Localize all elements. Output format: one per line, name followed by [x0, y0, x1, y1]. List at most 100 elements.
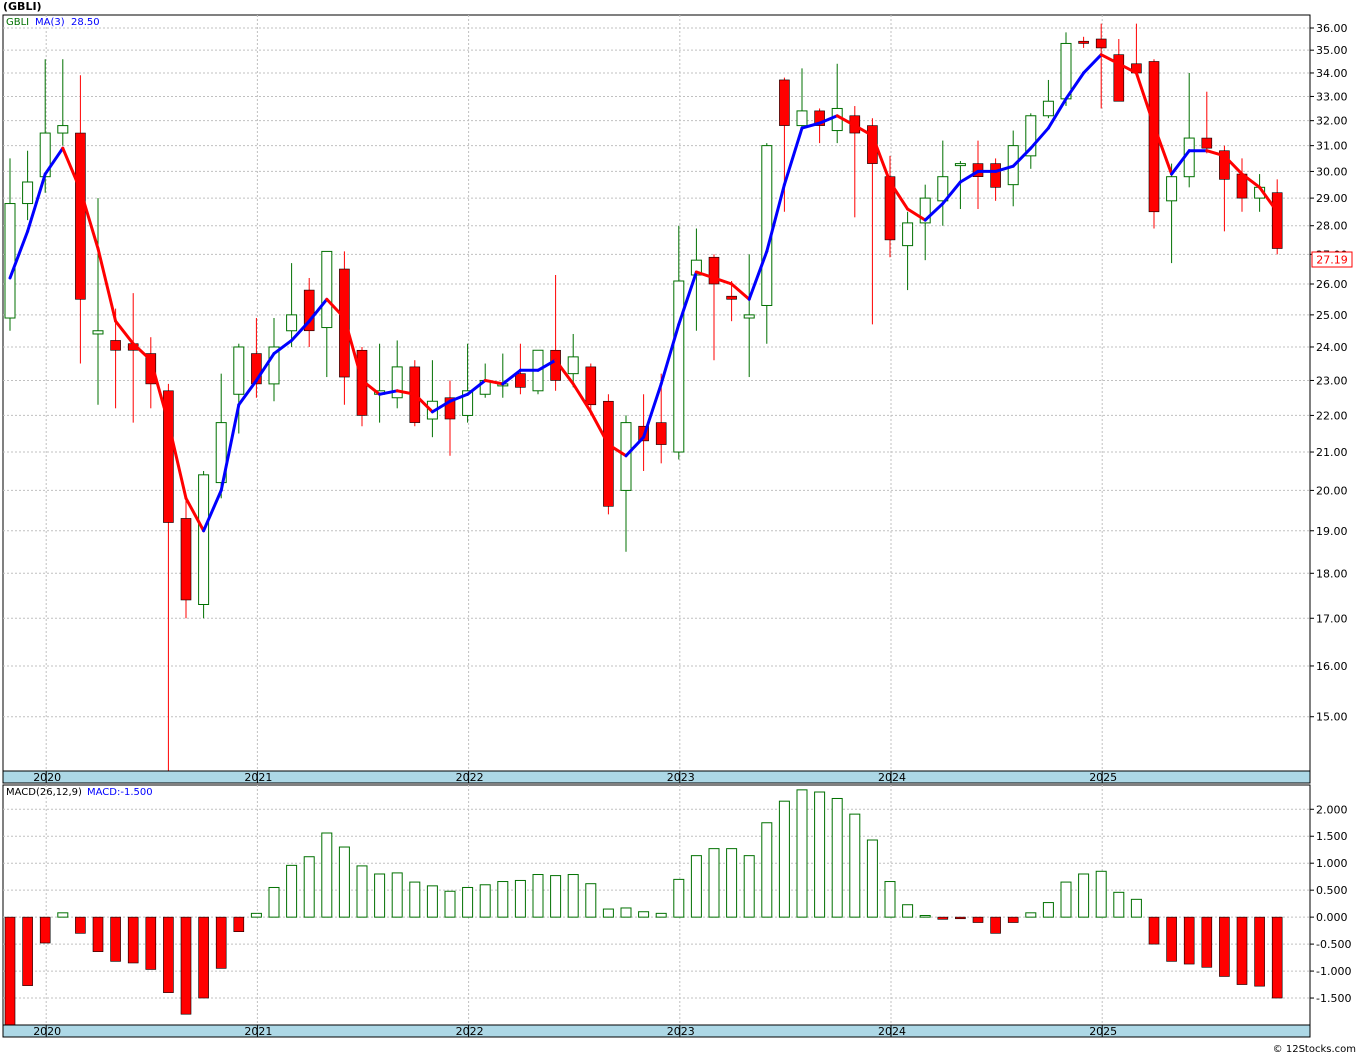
- macd-bar-positive: [1130, 898, 1142, 918]
- candle-body-up: [919, 197, 931, 224]
- macd-bar-negative: [1166, 916, 1177, 962]
- ticker-label: (GBLI): [3, 0, 42, 13]
- price-y-tick-label: 28.00: [1316, 220, 1348, 233]
- macd-bar-negative: [39, 916, 51, 944]
- ma-segment: [835, 114, 857, 128]
- macd-bar-positive: [338, 846, 350, 918]
- price-y-tick-label: 20.00: [1316, 484, 1348, 497]
- macd-bar-positive: [849, 813, 861, 918]
- price-x-tick-label: 2023: [667, 771, 695, 784]
- macd-panel-frame: [2, 784, 1311, 1026]
- candle-body-down: [1219, 150, 1230, 180]
- macd-bar-negative: [1007, 916, 1019, 923]
- ma-segment: [290, 319, 311, 342]
- ma-segment: [589, 410, 610, 447]
- ma-segment: [1117, 62, 1138, 75]
- candle-body-up: [215, 422, 227, 484]
- macd-bar-positive: [1078, 873, 1090, 918]
- ma-segment: [360, 378, 382, 396]
- price-y-tick-label: 18.00: [1316, 567, 1348, 580]
- candle-body-down: [708, 256, 720, 285]
- macd-bar-negative: [937, 916, 949, 920]
- macd-bar-positive: [778, 800, 790, 918]
- candle-body-up: [92, 330, 104, 335]
- candle-body-up: [22, 181, 34, 205]
- macd-legend-label: MACD(26,12,9): [6, 787, 82, 798]
- macd-bar-positive: [919, 915, 931, 918]
- candle-body-up: [954, 163, 966, 167]
- macd-bar-positive: [1060, 881, 1072, 918]
- macd-bar-positive: [409, 881, 421, 918]
- ma-segment: [483, 378, 505, 386]
- macd-bar-positive: [321, 832, 333, 918]
- candle-body-up: [321, 250, 333, 329]
- ma-segment: [536, 358, 558, 372]
- macd-panel: -1.500 -1.000 -0.500 0.000 0.500 1.000 1.500 2.…: [2, 784, 1351, 1038]
- candle-body-up: [1060, 42, 1072, 100]
- macd-bar-negative: [972, 916, 984, 923]
- candle-body-up: [4, 203, 16, 319]
- macd-bar-positive: [391, 872, 403, 918]
- macd-x-tick-label: 2023: [667, 1025, 695, 1038]
- ma-segment: [712, 276, 734, 286]
- macd-bar-negative: [1148, 916, 1160, 945]
- ma-segment: [642, 382, 663, 439]
- ma-segment: [149, 358, 170, 425]
- price-y-tick-label: 26.00: [1316, 278, 1348, 291]
- ma-segment: [430, 399, 452, 414]
- ma-segment: [1205, 149, 1226, 158]
- ma-segment: [26, 172, 47, 233]
- macd-bar-positive: [426, 885, 438, 918]
- macd-bar-negative: [75, 916, 86, 934]
- macd-bar-positive: [444, 890, 456, 918]
- macd-bar-positive: [902, 904, 914, 918]
- macd-bar-negative: [1236, 916, 1248, 985]
- ma-segment: [888, 180, 910, 211]
- ma-segment: [1222, 154, 1244, 176]
- macd-bar-positive: [514, 879, 526, 918]
- macd-bar-positive: [831, 797, 843, 918]
- candle-body-up: [391, 366, 403, 399]
- candle-body-down: [814, 110, 825, 126]
- macd-bar-negative: [145, 916, 157, 970]
- ma-segment: [378, 389, 399, 396]
- candle-body-down: [163, 390, 174, 523]
- ma-segment: [61, 146, 82, 192]
- macd-bar-negative: [110, 916, 121, 962]
- price-y-tick-label: 35.00: [1316, 44, 1348, 57]
- macd-bar-negative: [990, 916, 1001, 934]
- macd-bar-positive: [532, 874, 544, 918]
- macd-x-tick-label: 2025: [1089, 1025, 1117, 1038]
- candle-body-up: [268, 346, 280, 385]
- ma-segment: [43, 146, 65, 176]
- ma-segment: [941, 180, 962, 206]
- ma-segment: [747, 249, 769, 301]
- candle-body-up: [567, 356, 579, 375]
- candle-body-down: [990, 163, 1001, 188]
- ma-segment: [501, 368, 522, 386]
- price-y-tick-label: 23.00: [1316, 374, 1348, 387]
- ma-segment: [730, 282, 751, 301]
- candle-body-down: [1078, 40, 1089, 44]
- legend-ma-value: 28.50: [71, 17, 100, 28]
- macd-bar-positive: [761, 822, 773, 918]
- candle-body-down: [110, 340, 121, 351]
- price-y-tick-label: 19.00: [1316, 525, 1348, 538]
- macd-bar-negative: [1183, 916, 1195, 965]
- macd-bar-positive: [374, 873, 386, 918]
- price-x-tick-label: 2020: [33, 771, 61, 784]
- macd-x-tick-label: 2024: [878, 1025, 906, 1038]
- macd-y-tick-label: -1.000: [1316, 965, 1351, 978]
- price-y-tick-label: 31.00: [1316, 140, 1348, 153]
- price-y-tick-label: 21.00: [1316, 446, 1348, 459]
- ma-segment: [818, 114, 839, 125]
- macd-bar-negative: [180, 916, 192, 1015]
- candle-body-up: [198, 474, 210, 605]
- macd-bar-positive: [303, 856, 315, 918]
- candle-body-down: [603, 400, 614, 507]
- ma-segment: [131, 342, 153, 362]
- macd-x-tick-label: 2020: [33, 1025, 61, 1038]
- macd-bar-negative: [163, 916, 174, 993]
- ma-segment: [395, 389, 417, 396]
- ma-segment: [554, 358, 575, 386]
